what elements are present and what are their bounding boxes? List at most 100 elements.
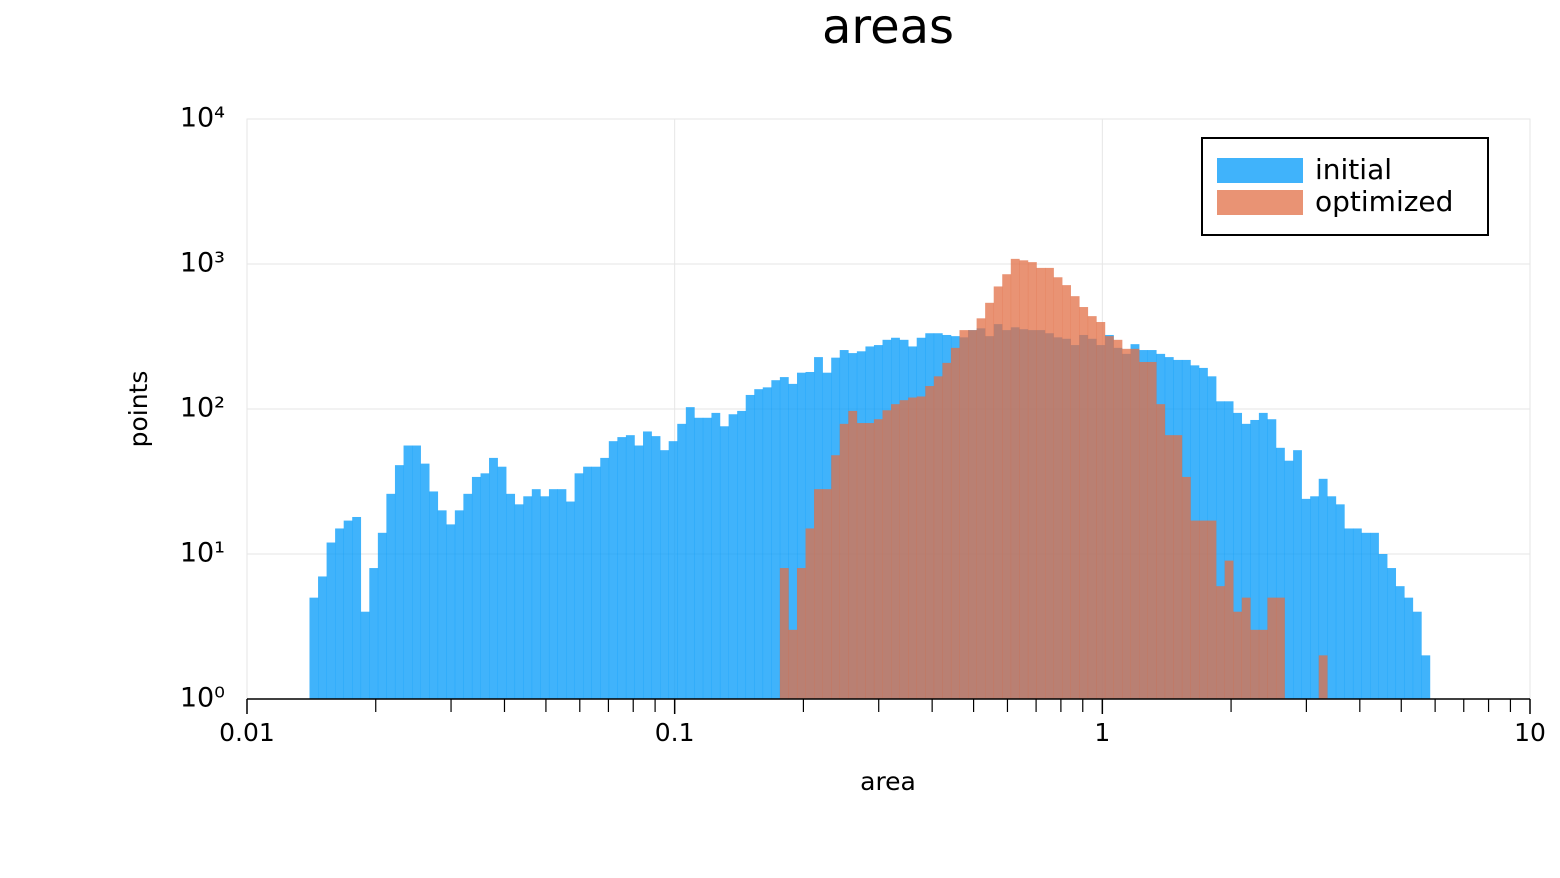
bar [976, 318, 986, 699]
bar [728, 414, 738, 699]
bar [1233, 611, 1243, 699]
bar [916, 396, 926, 699]
bar [651, 436, 661, 699]
bar [737, 410, 747, 699]
bar [1378, 554, 1388, 699]
bar [1233, 412, 1243, 699]
bar [1173, 435, 1183, 699]
bar [1224, 560, 1234, 699]
bar [694, 417, 704, 699]
bar [1404, 597, 1414, 699]
legend-box [1201, 137, 1489, 236]
bar [1010, 258, 1020, 699]
bar [745, 394, 755, 699]
bar [1216, 401, 1225, 699]
bar [591, 466, 601, 699]
bar [814, 489, 823, 699]
bar [1019, 260, 1029, 699]
bar [326, 542, 336, 699]
bar [788, 629, 798, 699]
bar [1087, 316, 1097, 699]
bar [1250, 629, 1260, 699]
bar [985, 302, 995, 699]
bar [1258, 629, 1268, 699]
bar [309, 597, 319, 699]
bar [796, 372, 806, 699]
bar [1104, 336, 1114, 699]
bar [805, 528, 815, 699]
bar [685, 407, 695, 699]
bar [891, 404, 900, 699]
bar [839, 423, 849, 699]
bar [942, 362, 952, 699]
bar [1241, 423, 1251, 699]
bar [557, 489, 567, 699]
bar [1344, 528, 1354, 699]
bar [394, 465, 404, 699]
bar [1130, 348, 1140, 699]
bar [1293, 450, 1302, 699]
bar [1113, 339, 1123, 699]
bar [574, 473, 584, 699]
bar [711, 412, 721, 699]
y-tick-label: 10⁰ [180, 683, 225, 714]
bar [420, 463, 430, 699]
x-tick-label: 1 [1094, 718, 1110, 747]
bar [343, 520, 353, 699]
bar [1335, 504, 1345, 699]
bar [608, 441, 618, 699]
bar [1156, 404, 1166, 699]
bar [1318, 478, 1328, 699]
legend-label: optimized [1315, 185, 1453, 218]
legend-swatch [1217, 158, 1303, 183]
bar [677, 423, 687, 699]
bar [1275, 597, 1285, 699]
bar [1122, 348, 1131, 699]
bar [788, 383, 798, 699]
bar [412, 445, 421, 699]
bar [1387, 568, 1397, 699]
y-tick-label: 10² [180, 393, 225, 424]
bar [1216, 586, 1225, 699]
bar [369, 568, 379, 699]
bar [506, 493, 516, 699]
bar [1327, 496, 1337, 699]
y-tick-label: 10⁴ [180, 103, 225, 134]
bar [1258, 412, 1268, 699]
bar [352, 516, 362, 699]
bar [865, 423, 875, 699]
bar [719, 426, 729, 699]
bar [1002, 274, 1012, 699]
bar [480, 473, 490, 699]
chart-title: areas [822, 0, 954, 55]
bar [1147, 361, 1157, 699]
bar [1395, 586, 1405, 699]
bar [1275, 447, 1285, 699]
bar [1241, 597, 1251, 699]
legend-swatch [1217, 190, 1303, 215]
bar [882, 410, 892, 699]
bar [1036, 267, 1046, 699]
bar [1139, 361, 1148, 699]
bar [643, 431, 652, 699]
bar [1207, 520, 1217, 699]
bar [933, 376, 943, 699]
bar [1267, 597, 1277, 699]
bar [1310, 496, 1320, 699]
bar [1164, 435, 1174, 699]
bar [660, 450, 669, 699]
x-axis-label: area [860, 767, 916, 796]
bar [1062, 285, 1071, 699]
bar [437, 510, 447, 699]
bar [548, 489, 558, 699]
bar [471, 476, 481, 699]
bar [925, 386, 935, 699]
bar [1190, 520, 1200, 699]
bar [600, 457, 610, 699]
bar [822, 489, 832, 699]
bar [429, 491, 439, 699]
bar [583, 466, 592, 699]
bar [531, 489, 541, 699]
bar [514, 504, 524, 699]
